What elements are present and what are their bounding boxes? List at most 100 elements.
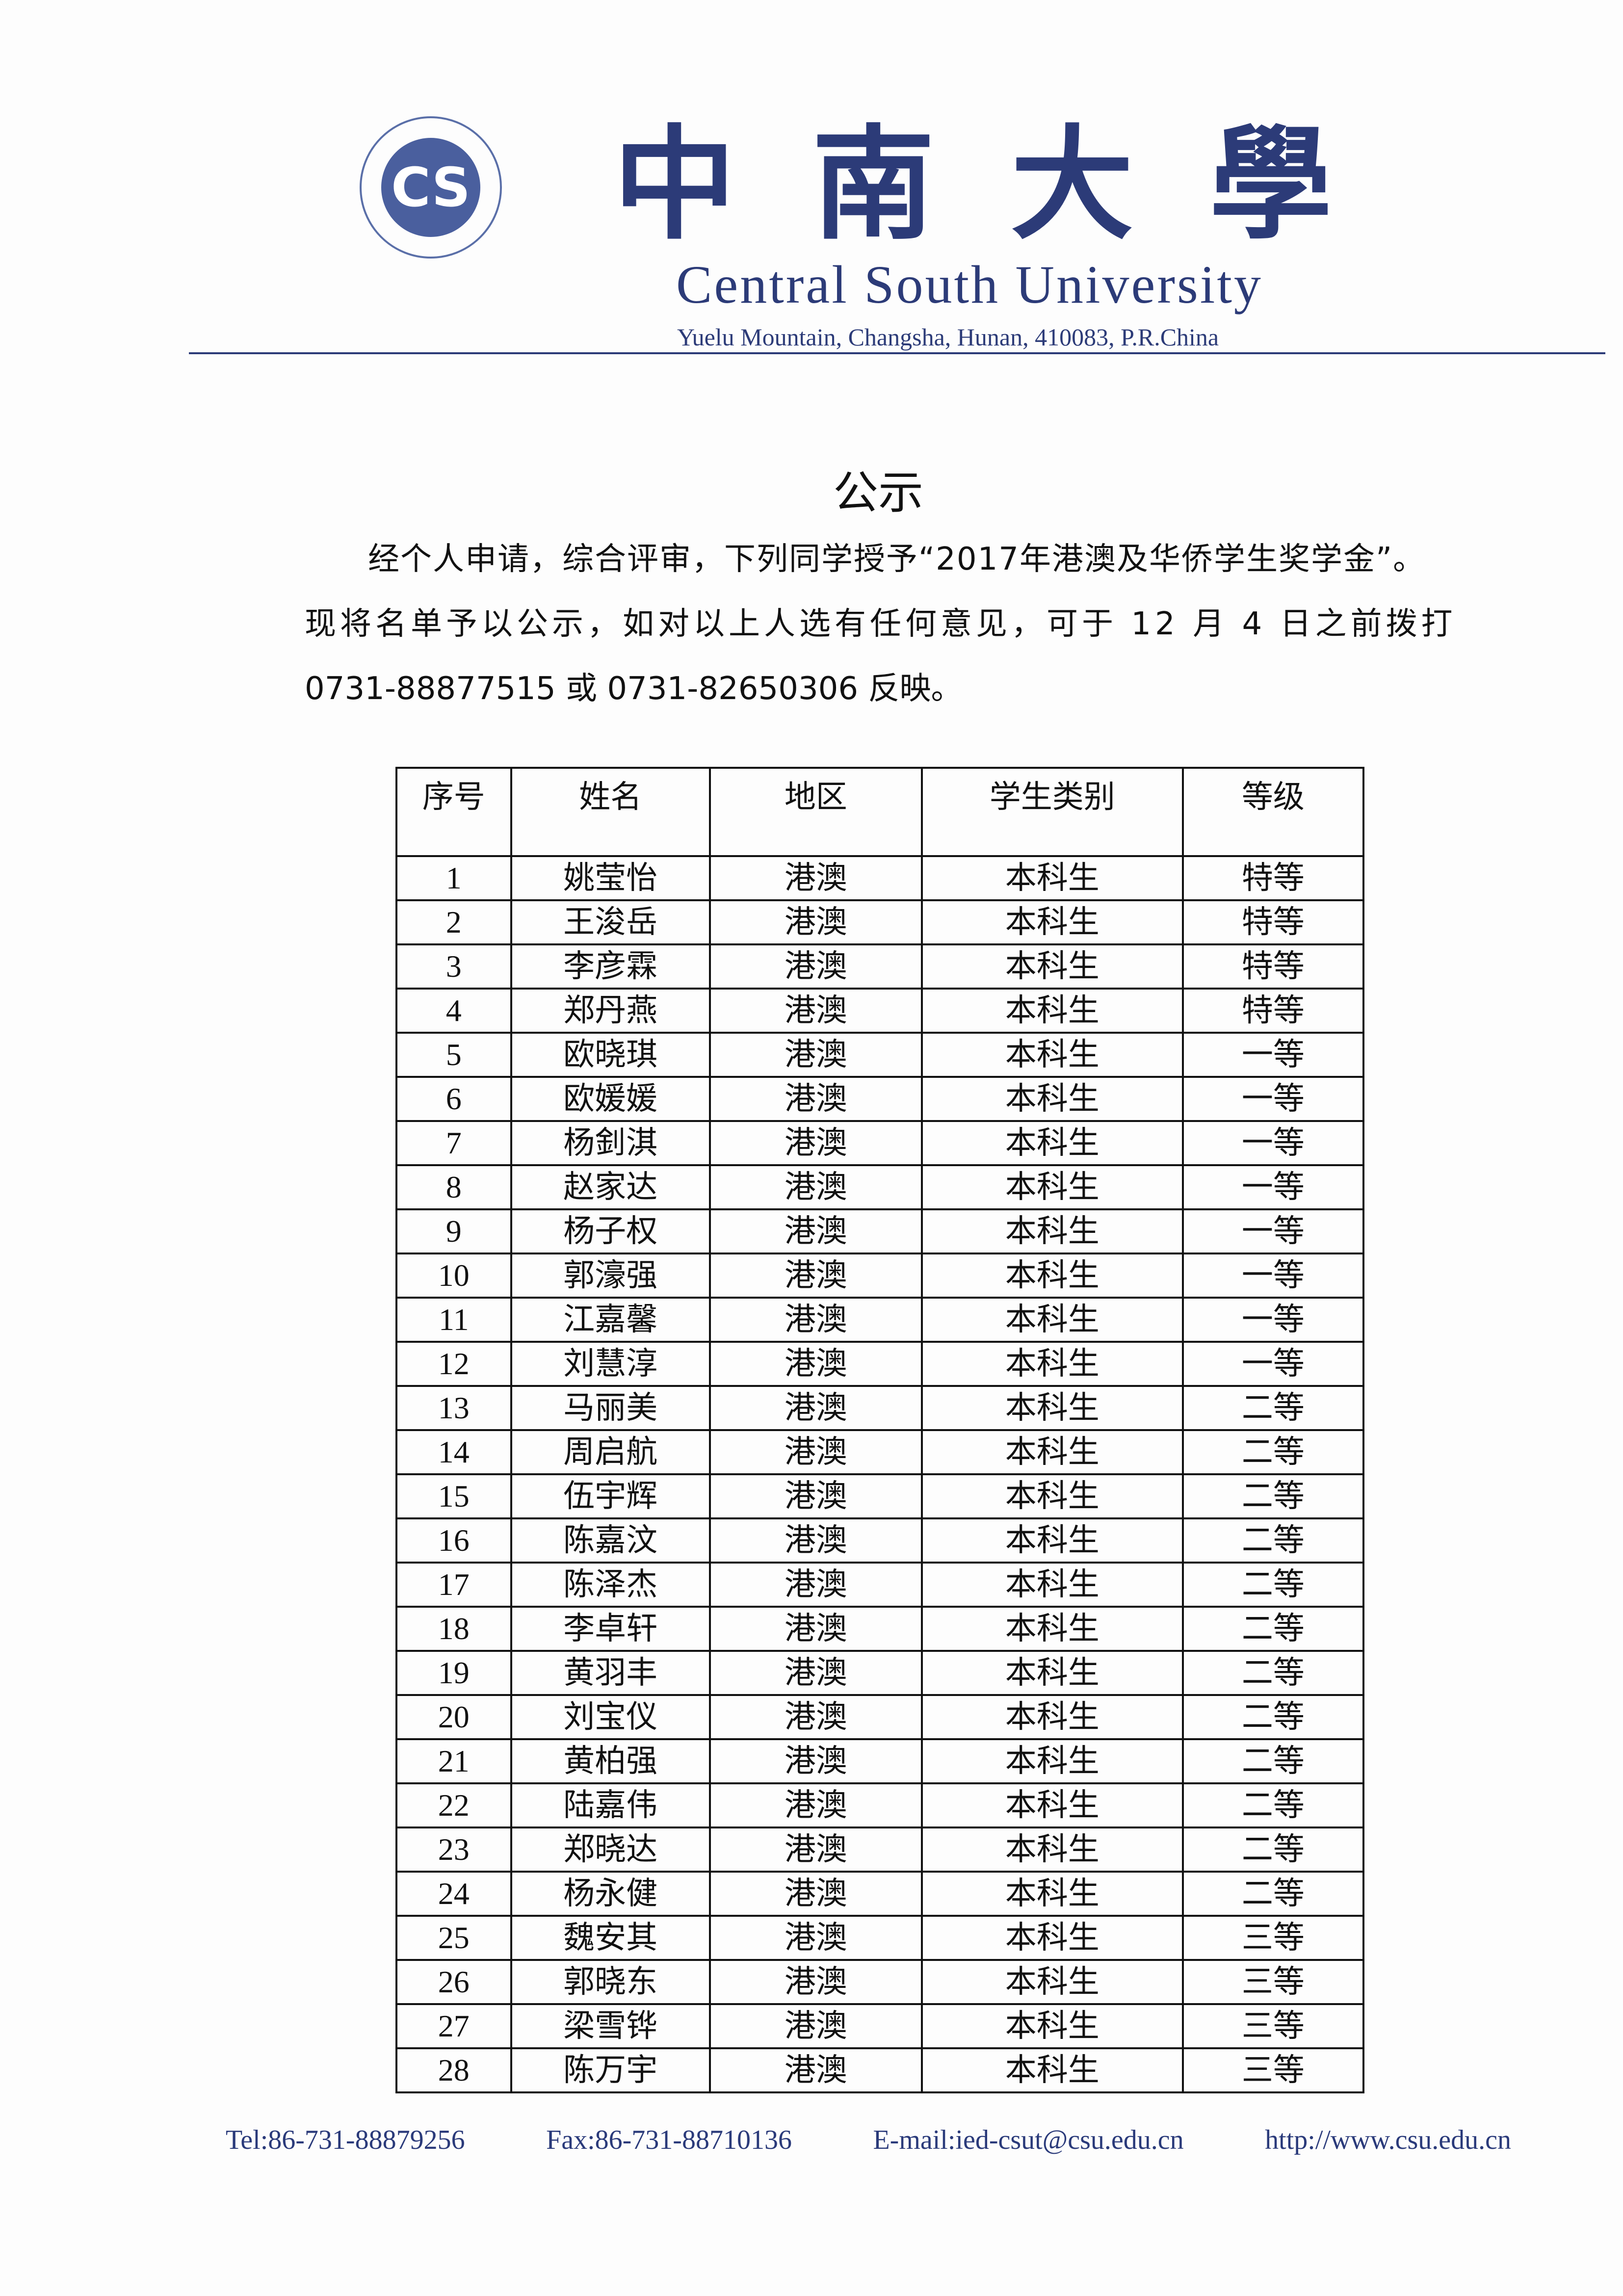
table-row: 6 欧媛媛 港澳 本科生 一等 <box>395 1076 1365 1122</box>
cell-index: 5 <box>395 1032 512 1078</box>
table-row: 22 陆嘉伟 港澳 本科生 二等 <box>395 1782 1365 1828</box>
cell-index: 8 <box>395 1164 512 1210</box>
cell-name: 王浚岳 <box>510 899 711 945</box>
table-row: 19 黄羽丰 港澳 本科生 二等 <box>395 1650 1365 1696</box>
cell-name: 李卓轩 <box>510 1606 711 1652</box>
cell-student-type: 本科生 <box>920 1694 1184 1740</box>
footer-email[interactable]: E-mail:ied-csut@csu.edu.cn <box>873 2125 1184 2155</box>
table-row: 1 姚莹怡 港澳 本科生 特等 <box>395 855 1365 901</box>
table-row: 10 郭濠强 港澳 本科生 一等 <box>395 1252 1365 1299</box>
cell-grade: 三等 <box>1181 1959 1365 2005</box>
cell-region: 港澳 <box>708 1606 923 1652</box>
cell-region: 港澳 <box>708 1915 923 1961</box>
cell-index: 20 <box>395 1694 512 1740</box>
cell-name: 黄柏强 <box>510 1738 711 1784</box>
table-row: 27 梁雪铧 港澳 本科生 三等 <box>395 2003 1365 2049</box>
cell-name: 伍宇辉 <box>510 1473 711 1519</box>
scholarship-table: 序号 姓名 地区 学生类别 等级 1 姚莹怡 港澳 本科生 特等 2 王浚岳 港澳 本科生 特等 3… <box>395 767 1365 2093</box>
table-row: 18 李卓轩 港澳 本科生 二等 <box>395 1606 1365 1652</box>
cell-name: 杨子权 <box>510 1208 711 1254</box>
header-name: 姓名 <box>510 767 711 857</box>
cell-name: 杨永健 <box>510 1871 711 1917</box>
cell-name: 黄羽丰 <box>510 1650 711 1696</box>
table-row: 24 杨永健 港澳 本科生 二等 <box>395 1871 1365 1917</box>
cell-region: 港澳 <box>708 988 923 1034</box>
cell-name: 陈嘉汶 <box>510 1517 711 1564</box>
cell-grade: 二等 <box>1181 1385 1365 1431</box>
cell-grade: 二等 <box>1181 1606 1365 1652</box>
cell-region: 港澳 <box>708 1782 923 1828</box>
cell-index: 7 <box>395 1120 512 1166</box>
cell-index: 15 <box>395 1473 512 1519</box>
cell-index: 9 <box>395 1208 512 1254</box>
cell-grade: 一等 <box>1181 1208 1365 1254</box>
cell-student-type: 本科生 <box>920 1297 1184 1343</box>
table-row: 14 周启航 港澳 本科生 二等 <box>395 1429 1365 1475</box>
cell-index: 10 <box>395 1252 512 1299</box>
cell-student-type: 本科生 <box>920 1650 1184 1696</box>
cell-index: 3 <box>395 943 512 990</box>
cell-index: 27 <box>395 2003 512 2049</box>
cell-name: 陆嘉伟 <box>510 1782 711 1828</box>
cell-region: 港澳 <box>708 1120 923 1166</box>
header-index: 序号 <box>395 767 512 857</box>
cell-index: 1 <box>395 855 512 901</box>
table-row: 13 马丽美 港澳 本科生 二等 <box>395 1385 1365 1431</box>
cell-grade: 一等 <box>1181 1252 1365 1299</box>
cell-name: 江嘉馨 <box>510 1297 711 1343</box>
cell-grade: 二等 <box>1181 1429 1365 1475</box>
table-row: 12 刘慧淳 港澳 本科生 一等 <box>395 1341 1365 1387</box>
table-row: 20 刘宝仪 港澳 本科生 二等 <box>395 1694 1365 1740</box>
cell-student-type: 本科生 <box>920 2003 1184 2049</box>
cell-region: 港澳 <box>708 1297 923 1343</box>
cell-student-type: 本科生 <box>920 2047 1184 2093</box>
cell-grade: 一等 <box>1181 1341 1365 1387</box>
cell-region: 港澳 <box>708 2003 923 2049</box>
cell-region: 港澳 <box>708 1826 923 1873</box>
header-student-type: 学生类别 <box>920 767 1184 857</box>
cell-index: 28 <box>395 2047 512 2093</box>
cell-student-type: 本科生 <box>920 1473 1184 1519</box>
cell-region: 港澳 <box>708 1032 923 1078</box>
cell-student-type: 本科生 <box>920 988 1184 1034</box>
cell-student-type: 本科生 <box>920 1208 1184 1254</box>
cell-student-type: 本科生 <box>920 1076 1184 1122</box>
cell-region: 港澳 <box>708 2047 923 2093</box>
cell-student-type: 本科生 <box>920 1385 1184 1431</box>
cell-region: 港澳 <box>708 1650 923 1696</box>
cell-index: 14 <box>395 1429 512 1475</box>
cell-name: 郑丹燕 <box>510 988 711 1034</box>
cell-region: 港澳 <box>708 1164 923 1210</box>
table-row: 8 赵家达 港澳 本科生 一等 <box>395 1164 1365 1210</box>
university-address: Yuelu Mountain, Changsha, Hunan, 410083,… <box>677 323 1219 351</box>
cell-region: 港澳 <box>708 1429 923 1475</box>
cell-student-type: 本科生 <box>920 1606 1184 1652</box>
table-row: 9 杨子权 港澳 本科生 一等 <box>395 1208 1365 1254</box>
table-row: 25 魏安其 港澳 本科生 三等 <box>395 1915 1365 1961</box>
cell-region: 港澳 <box>708 1562 923 1608</box>
cell-student-type: 本科生 <box>920 1517 1184 1564</box>
cell-region: 港澳 <box>708 855 923 901</box>
cell-name: 李彦霖 <box>510 943 711 990</box>
cell-index: 12 <box>395 1341 512 1387</box>
cell-region: 港澳 <box>708 1385 923 1431</box>
table-row: 3 李彦霖 港澳 本科生 特等 <box>395 943 1365 990</box>
cell-region: 港澳 <box>708 1208 923 1254</box>
university-name-english: Central South University <box>676 255 1263 314</box>
cell-region: 港澳 <box>708 1076 923 1122</box>
seal-emblem-icon: CS <box>391 156 471 219</box>
table-row: 23 郑晓达 港澳 本科生 二等 <box>395 1826 1365 1873</box>
table-row: 17 陈泽杰 港澳 本科生 二等 <box>395 1562 1365 1608</box>
table-row: 16 陈嘉汶 港澳 本科生 二等 <box>395 1517 1365 1564</box>
cell-name: 姚莹怡 <box>510 855 711 901</box>
header-region: 地区 <box>708 767 923 857</box>
cell-student-type: 本科生 <box>920 1429 1184 1475</box>
cell-index: 13 <box>395 1385 512 1431</box>
cell-index: 19 <box>395 1650 512 1696</box>
cell-name: 刘慧淳 <box>510 1341 711 1387</box>
cell-name: 刘宝仪 <box>510 1694 711 1740</box>
footer-website[interactable]: http://www.csu.edu.cn <box>1265 2125 1511 2155</box>
table-row: 28 陈万宇 港澳 本科生 三等 <box>395 2047 1365 2093</box>
cell-student-type: 本科生 <box>920 1826 1184 1873</box>
cell-grade: 二等 <box>1181 1826 1365 1873</box>
